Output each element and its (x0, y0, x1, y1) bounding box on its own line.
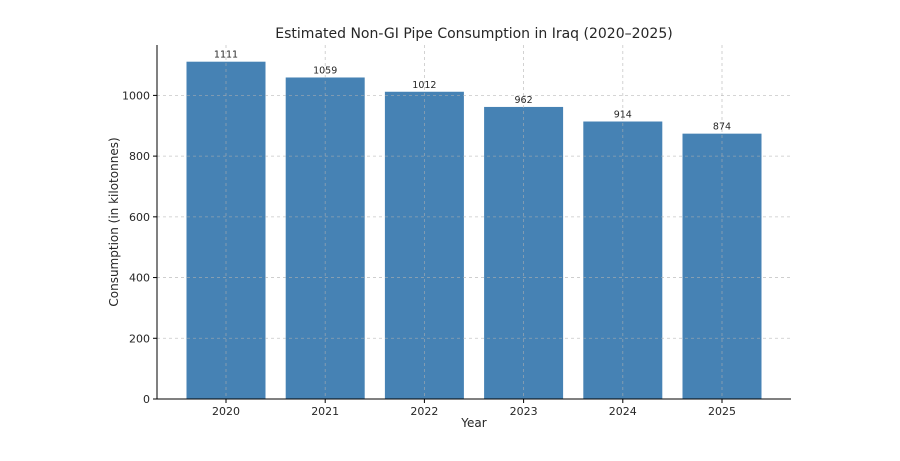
chart-title: Estimated Non-GI Pipe Consumption in Ira… (275, 26, 672, 42)
x-tick-label: 2025 (708, 405, 736, 418)
y-tick-label: 1000 (122, 89, 150, 102)
data-label: 962 (515, 95, 533, 106)
ticks: 0 200 400 600 800 1000 2020 2021 2022 2023 2024 202… (122, 89, 736, 418)
data-label: 1059 (313, 65, 337, 76)
data-label: 914 (614, 110, 632, 121)
y-tick-label: 200 (129, 332, 150, 345)
data-labels: 1111 1059 1012 962 914 874 (214, 50, 731, 133)
y-tick-label: 800 (129, 150, 150, 163)
x-tick-label: 2022 (410, 405, 438, 418)
x-tick-label: 2021 (311, 405, 339, 418)
data-label: 1012 (412, 80, 436, 91)
data-label: 1111 (214, 50, 238, 61)
bars (186, 61, 762, 400)
bar-2023 (484, 106, 564, 400)
x-tick-label: 2020 (212, 405, 240, 418)
x-axis-label: Year (460, 416, 486, 430)
y-tick-label: 600 (129, 211, 150, 224)
y-tick-label: 400 (129, 272, 150, 285)
x-tick-label: 2024 (609, 405, 637, 418)
y-axis-label: Consumption (in kilotonnes) (107, 137, 121, 306)
x-tick-label: 2023 (510, 405, 538, 418)
y-tick-label: 0 (143, 393, 150, 406)
axes (156, 45, 791, 400)
data-label: 874 (713, 122, 731, 133)
